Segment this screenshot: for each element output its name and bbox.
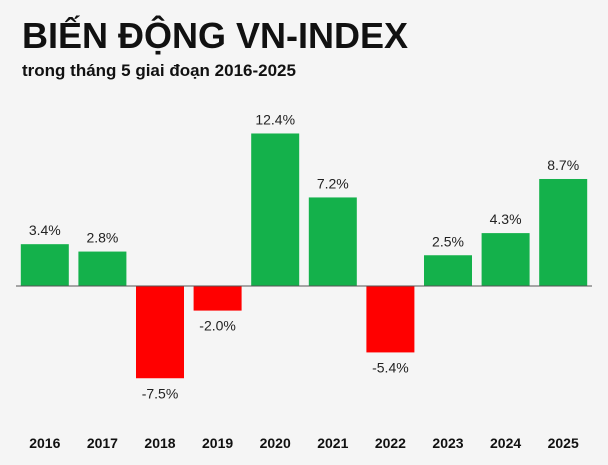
chart-subtitle: trong tháng 5 giai đoạn 2016-2025 [22,61,296,80]
value-label-2023: 2.5% [432,233,464,249]
bar-2018 [136,286,184,379]
value-label-2020: 12.4% [255,111,295,127]
bar-2017 [78,251,127,286]
bar-2022 [366,286,415,353]
value-labels-group: 3.4% 2.8% -7.5% -2.0% 12.4% 7.2% -5.4% 2.5% 4.3%… [29,111,579,401]
category-label-2020: 2020 [260,435,291,451]
bar-2016 [20,244,69,286]
bar-2024 [481,233,530,286]
value-label-2025: 8.7% [547,157,579,173]
bar-2025 [539,178,588,286]
category-label-2016: 2016 [29,435,60,451]
value-label-2022: -5.4% [372,359,409,375]
bar-2023 [424,255,472,286]
bars-group [20,133,588,379]
category-label-2025: 2025 [548,435,579,451]
category-labels-group: 2016 2017 2018 2019 2020 2021 2022 2023 2024 2025 [29,435,579,451]
category-label-2023: 2023 [432,435,463,451]
category-label-2019: 2019 [202,435,233,451]
category-label-2018: 2018 [144,435,175,451]
value-label-2016: 3.4% [29,222,61,238]
value-label-2017: 2.8% [86,230,118,246]
category-label-2022: 2022 [375,435,406,451]
bar-2020 [251,133,300,286]
value-label-2024: 4.3% [490,211,522,227]
bar-2019 [193,286,242,311]
chart-title: BIẾN ĐỘNG VN-INDEX [22,15,409,56]
bar-2021 [308,197,357,286]
value-label-2019: -2.0% [199,318,236,334]
value-label-2018: -7.5% [142,385,179,401]
category-label-2017: 2017 [87,435,118,451]
category-label-2024: 2024 [490,435,521,451]
category-label-2021: 2021 [317,435,348,451]
value-label-2021: 7.2% [317,175,349,191]
